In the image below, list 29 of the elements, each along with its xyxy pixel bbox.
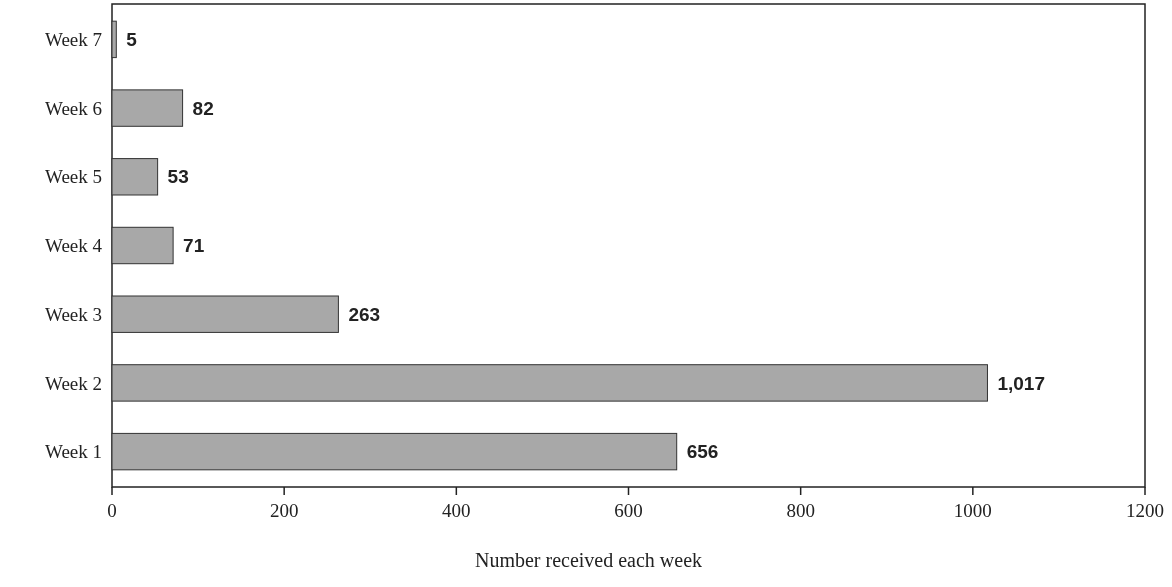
x-tick-label: 600: [614, 500, 643, 521]
y-tick-label: Week 3: [44, 303, 102, 325]
data-label: 5: [126, 29, 138, 51]
data-label: 71: [183, 235, 205, 257]
y-tick-label: Week 4: [44, 235, 103, 257]
bar: [111, 158, 159, 196]
y-tick-label: Week 7: [44, 29, 102, 51]
y-tick-label: Week 5: [44, 166, 102, 188]
x-axis-title: Number received each week: [474, 549, 703, 571]
x-tick-label: 200: [269, 500, 299, 521]
x-tick-label: 1000: [953, 500, 992, 521]
bar: [111, 432, 678, 471]
data-label: 53: [167, 166, 189, 188]
bar: [111, 295, 339, 333]
x-tick-label: 800: [786, 500, 815, 521]
data-label: 263: [348, 303, 381, 325]
data-label: 82: [192, 97, 214, 119]
bar: [111, 364, 988, 402]
y-tick-label: Week 1: [44, 441, 102, 463]
bar: [111, 89, 184, 127]
y-tick-label: Week 2: [44, 372, 102, 394]
data-label: 656: [686, 441, 719, 463]
x-tick-label: 1200: [1126, 500, 1164, 521]
bar: [111, 20, 117, 59]
x-tick-label: 400: [442, 500, 471, 521]
data-label: 1,017: [997, 372, 1046, 394]
x-tick-label: 0: [107, 500, 117, 521]
bar: [111, 226, 174, 265]
y-tick-label: Week 6: [44, 97, 102, 119]
